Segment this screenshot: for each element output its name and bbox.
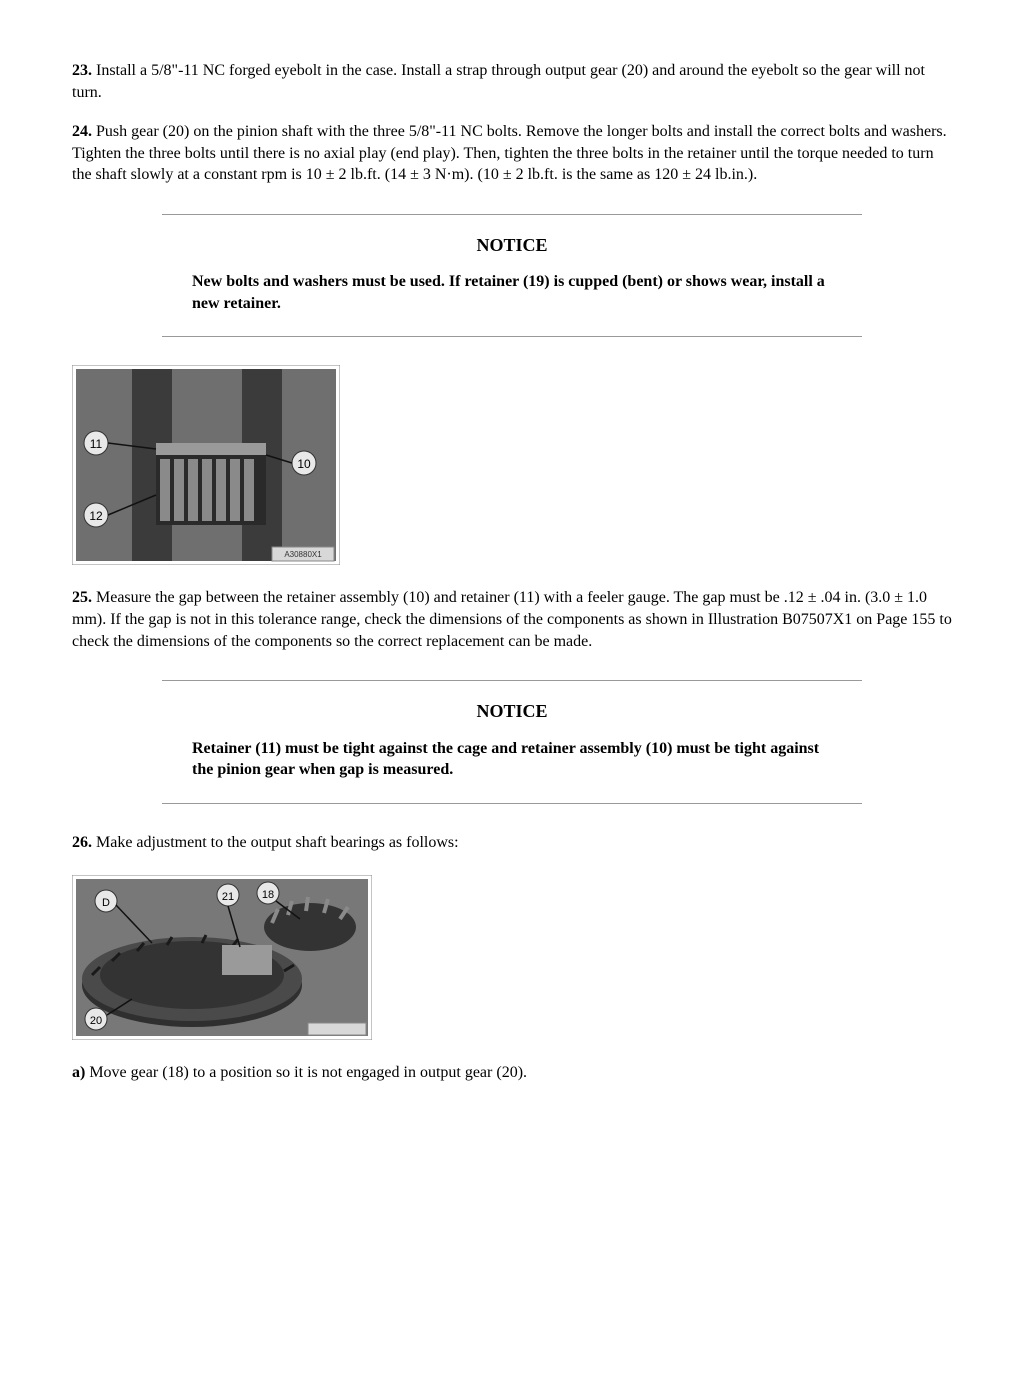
figure-2-svg: D 21 18 20 (72, 875, 372, 1040)
notice-1-rule-top (162, 214, 862, 215)
svg-text:18: 18 (262, 889, 274, 901)
step-23-text: Install a 5/8"-11 NC forged eyebolt in t… (72, 62, 925, 101)
step-a: a) Move gear (18) to a position so it is… (72, 1062, 952, 1084)
notice-1: NOTICE New bolts and washers must be use… (162, 214, 862, 337)
step-23: 23. Install a 5/8"-11 NC forged eyebolt … (72, 60, 952, 103)
step-24: 24. Push gear (20) on the pinion shaft w… (72, 121, 952, 186)
step-24-text: Push gear (20) on the pinion shaft with … (72, 123, 947, 183)
notice-2: NOTICE Retainer (11) must be tight again… (162, 680, 862, 803)
notice-2-rule-bottom (162, 803, 862, 804)
svg-text:A30880X1: A30880X1 (284, 550, 322, 559)
step-26-text: Make adjustment to the output shaft bear… (92, 834, 459, 851)
notice-1-rule-bottom (162, 336, 862, 337)
notice-1-title: NOTICE (162, 233, 862, 257)
notice-2-rule-top (162, 680, 862, 681)
step-24-lead: 24. (72, 123, 92, 140)
figure-1: 11 12 10 A30880X1 (72, 365, 952, 565)
svg-text:11: 11 (90, 437, 103, 451)
figure-2: D 21 18 20 (72, 875, 952, 1040)
step-25-lead: 25. (72, 589, 92, 606)
step-a-lead: a) (72, 1064, 85, 1081)
svg-text:21: 21 (222, 891, 234, 903)
notice-2-body: Retainer (11) must be tight against the … (192, 738, 832, 781)
step-26: 26. Make adjustment to the output shaft … (72, 832, 952, 854)
step-25: 25. Measure the gap between the retainer… (72, 587, 952, 652)
step-25-text: Measure the gap between the retainer ass… (72, 589, 952, 649)
notice-2-title: NOTICE (162, 699, 862, 723)
step-26-lead: 26. (72, 834, 92, 851)
svg-text:D: D (102, 897, 110, 909)
step-23-lead: 23. (72, 62, 92, 79)
svg-text:10: 10 (297, 457, 311, 471)
svg-text:12: 12 (89, 509, 103, 523)
svg-text:20: 20 (90, 1015, 102, 1027)
step-a-text: Move gear (18) to a position so it is no… (85, 1064, 527, 1081)
figure-1-svg: 11 12 10 A30880X1 (72, 365, 340, 565)
notice-1-body: New bolts and washers must be used. If r… (192, 271, 832, 314)
